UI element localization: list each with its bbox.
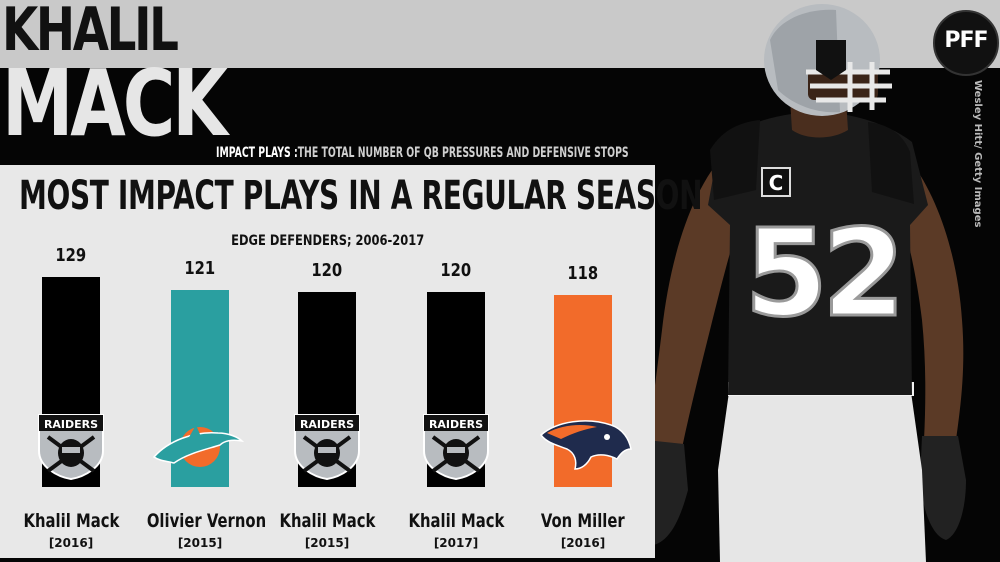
bar-value-label: 120 (311, 259, 343, 281)
impact-plays-definition: IMPACT PLAYS :THE TOTAL NUMBER OF QB PRE… (216, 145, 629, 161)
broncos-logo-icon (537, 413, 633, 478)
category-label: Olivier Vernon (146, 510, 267, 532)
definition-key: IMPACT PLAYS : (216, 145, 298, 161)
chart-panel: MOST IMPACT PLAYS IN A REGULAR SEASON ED… (0, 165, 703, 558)
season-year-label: [2017] (433, 536, 479, 550)
captain-patch-icon (761, 167, 791, 197)
category-label: Khalil Mack (279, 510, 375, 532)
player-photo: C 52 (630, 4, 966, 562)
bar-value-label: 129 (55, 245, 87, 266)
season-year-label: [2016] (48, 536, 94, 550)
captain-patch-letter: C (769, 171, 784, 195)
season-year-label: [2015] (177, 536, 223, 550)
svg-text:RAIDERS: RAIDERS (429, 418, 483, 431)
pff-logo: PFF (933, 10, 999, 76)
dolphins-logo-icon (148, 417, 245, 482)
season-year-label: [2016] (560, 536, 606, 550)
svg-text:RAIDERS: RAIDERS (300, 418, 354, 431)
raiders-shield-icon: RAIDERS (34, 411, 108, 486)
category-label: Khalil Mack (23, 510, 119, 532)
svg-text:RAIDERS: RAIDERS (44, 418, 98, 431)
category-label: Von Miller (541, 510, 625, 532)
raiders-shield-icon: RAIDERS (290, 411, 364, 486)
bar-value-label: 120 (440, 259, 472, 281)
chart-title: MOST IMPACT PLAYS IN A REGULAR SEASON (19, 173, 703, 219)
category-label: Khalil Mack (408, 510, 504, 532)
pff-logo-text: PFF (944, 28, 988, 53)
season-year-label: [2015] (304, 536, 350, 550)
chart-subtitle: EDGE DEFENDERS; 2006-2017 (230, 233, 425, 249)
jersey-number: 52 (745, 205, 900, 344)
definition-text: THE TOTAL NUMBER OF QB PRESSURES AND DEF… (297, 145, 629, 161)
player-first-name: KHALIL (2, 0, 179, 65)
bar-value-label: 118 (567, 262, 599, 284)
bar-value-label: 121 (184, 258, 216, 280)
player-last-name: MACK (2, 50, 228, 157)
photo-credit: Wesley Hitt/ Getty Images (972, 80, 983, 228)
raiders-shield-icon: RAIDERS (419, 411, 493, 486)
